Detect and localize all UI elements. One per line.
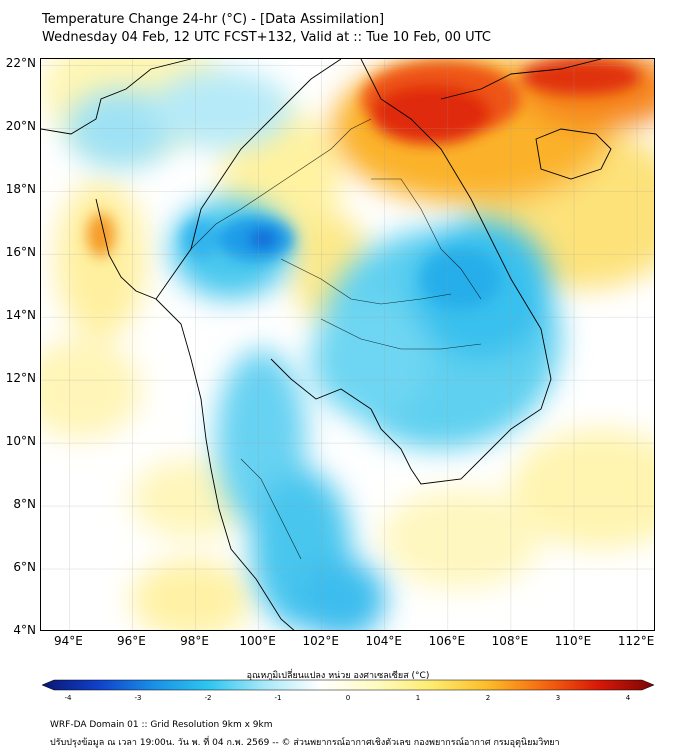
colorbar-tick-label: 3 bbox=[555, 694, 561, 702]
map-gridlines bbox=[41, 59, 654, 630]
colorbar-tick-label: 2 bbox=[485, 694, 491, 702]
map-subtitle: Wednesday 04 Feb, 12 UTC FCST+132, Valid… bbox=[42, 30, 491, 45]
latitude-label: 18°N bbox=[5, 182, 36, 197]
colorbar-tick-label: -2 bbox=[204, 694, 212, 702]
colorbar-tick-label: -3 bbox=[134, 694, 142, 702]
country-borders bbox=[190, 118, 482, 560]
latitude-label: 8°N bbox=[13, 497, 36, 512]
colorbar-tick-label: -1 bbox=[274, 694, 282, 702]
longitude-label: 104°E bbox=[365, 634, 403, 648]
longitude-label: 100°E bbox=[239, 634, 276, 648]
map-canvas bbox=[41, 59, 654, 630]
colorbar bbox=[41, 679, 655, 691]
latitude-label: 4°N bbox=[13, 623, 36, 637]
longitude-label: 112°E bbox=[617, 634, 655, 648]
map-title: Temperature Change 24-hr (°C) - [Data As… bbox=[42, 12, 385, 27]
longitude-label: 96°E bbox=[117, 634, 146, 648]
cold-anomaly-core bbox=[183, 217, 501, 309]
longitude-label: 106°E bbox=[428, 634, 466, 648]
colorbar-tick-label: 1 bbox=[415, 694, 421, 702]
longitude-label: 110°E bbox=[554, 634, 592, 648]
colorbar-gradient bbox=[41, 679, 655, 691]
latitude-label: 6°N bbox=[13, 560, 36, 575]
longitude-label: 108°E bbox=[491, 634, 529, 648]
temperature-change-map bbox=[40, 58, 655, 631]
latitude-label: 16°N bbox=[5, 245, 36, 260]
longitude-label: 102°E bbox=[302, 634, 339, 648]
colorbar-title: อุณหภูมิเปลี่ยนแปลง หน่วย องศาเซลเซียส (… bbox=[246, 671, 430, 681]
colorbar-tick-label: 4 bbox=[625, 694, 631, 702]
latitude-label: 20°N bbox=[5, 119, 36, 134]
latitude-label: 14°N bbox=[5, 308, 36, 323]
credit-line: ปรับปรุงข้อมูล ณ เวลา 19:00น. วัน พ. ที่… bbox=[50, 738, 560, 748]
model-info: WRF-DA Domain 01 :: Grid Resolution 9km … bbox=[50, 720, 273, 730]
longitude-label: 94°E bbox=[53, 634, 83, 648]
latitude-label: 10°N bbox=[5, 434, 36, 449]
longitude-label: 98°E bbox=[180, 634, 209, 648]
colorbar-tick-label: -4 bbox=[64, 694, 72, 702]
latitude-label: 22°N bbox=[5, 56, 36, 71]
coastlines bbox=[41, 59, 612, 630]
colorbar-tick-label: 0 bbox=[345, 694, 351, 702]
latitude-label: 12°N bbox=[5, 371, 36, 386]
